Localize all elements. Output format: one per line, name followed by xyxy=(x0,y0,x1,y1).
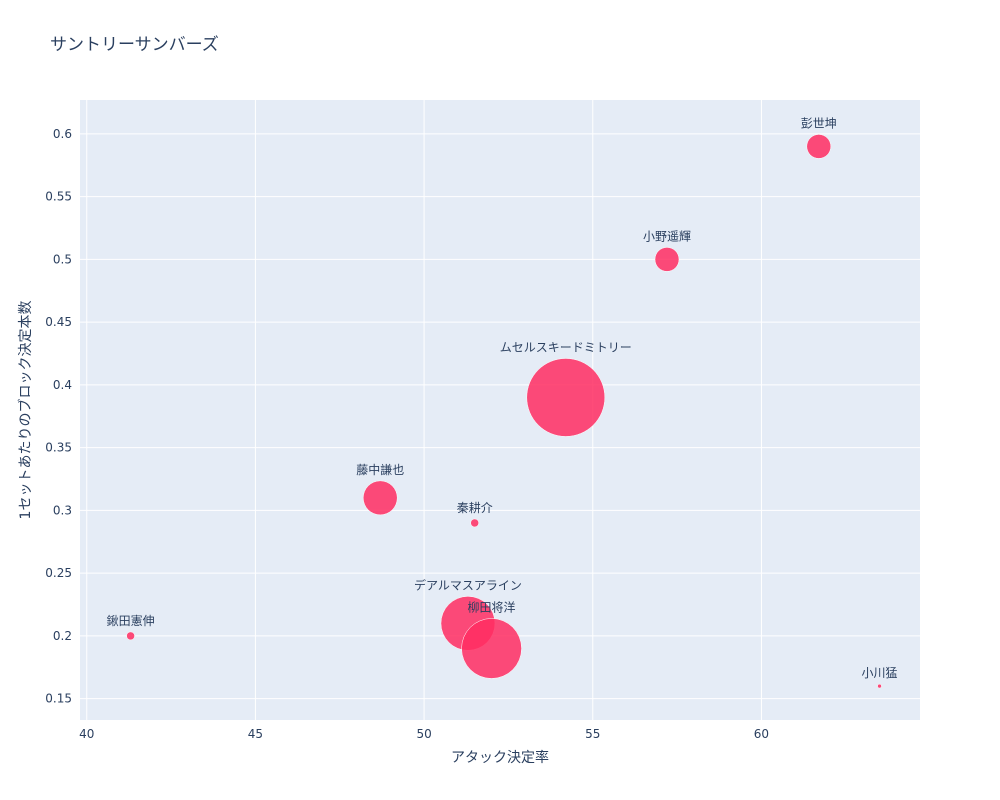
chart-title: サントリーサンバーズ xyxy=(50,35,219,55)
point-label: 彭世坤 xyxy=(801,115,837,130)
point-label: 藤中謙也 xyxy=(356,462,404,477)
data-point[interactable] xyxy=(126,631,135,641)
data-point[interactable] xyxy=(362,480,398,516)
point-label: 柳田将洋 xyxy=(468,599,516,614)
data-point[interactable] xyxy=(877,683,882,689)
tick-labels: 40 45 50 55 60 0.15 0.2 0.25 0.3 0.35 0.4 0.45 0.5 0.… xyxy=(45,127,769,741)
x-tick-label: 40 xyxy=(79,727,94,741)
x-axis-title: アタック決定率 xyxy=(451,749,549,766)
x-tick-label: 55 xyxy=(585,727,600,741)
data-point[interactable] xyxy=(806,134,832,159)
data-point[interactable] xyxy=(470,518,479,528)
y-tick-label: 0.2 xyxy=(53,629,72,643)
y-tick-label: 0.35 xyxy=(45,441,72,455)
y-tick-label: 0.55 xyxy=(45,190,72,204)
data-point[interactable] xyxy=(654,247,680,272)
data-point[interactable] xyxy=(526,358,606,437)
point-label: 小川猛 xyxy=(862,666,898,680)
point-label: ムセルスキードミトリー xyxy=(500,340,632,354)
point-label: デアルマスアライン xyxy=(414,577,522,592)
x-tick-label: 45 xyxy=(248,727,263,741)
point-labels: 彭世坤小野遥輝ムセルスキードミトリー藤中謙也秦耕介デアルマスアライン柳田将洋鍬田… xyxy=(107,115,898,680)
x-tick-label: 60 xyxy=(754,727,769,741)
y-tick-label: 0.5 xyxy=(53,252,72,266)
y-tick-label: 0.25 xyxy=(45,566,72,580)
plot-area xyxy=(80,100,920,720)
point-label: 鍬田憲伸 xyxy=(107,613,155,628)
y-tick-label: 0.6 xyxy=(53,127,72,141)
y-tick-label: 0.15 xyxy=(45,692,72,706)
point-label: 秦耕介 xyxy=(457,500,493,515)
data-points xyxy=(126,134,882,689)
y-axis-title: 1セットあたりのブロック決定本数 xyxy=(17,301,34,520)
data-point[interactable] xyxy=(461,618,522,679)
y-tick-label: 0.4 xyxy=(53,378,72,392)
y-tick-label: 0.45 xyxy=(45,315,72,329)
y-tick-label: 0.3 xyxy=(53,503,72,517)
point-label: 小野遥輝 xyxy=(643,229,691,243)
x-tick-label: 50 xyxy=(416,727,431,741)
